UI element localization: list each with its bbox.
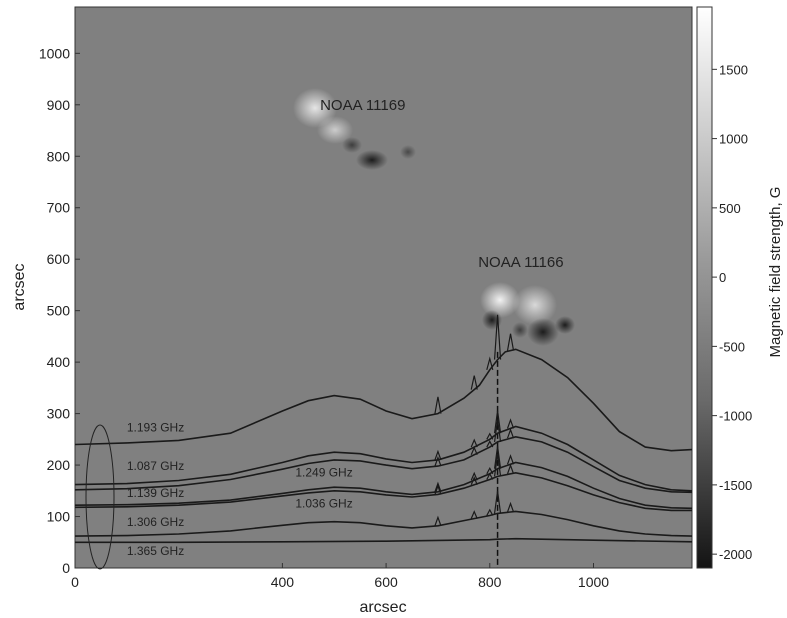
series-spike — [434, 449, 442, 461]
series-spike — [506, 463, 515, 475]
series-spike — [470, 438, 478, 448]
series-spike — [470, 471, 478, 481]
series-spike — [470, 476, 478, 485]
series-spike — [506, 501, 515, 513]
colorbar-tick-label: 1500 — [719, 62, 748, 77]
series-label: 1.306 GHz — [127, 515, 184, 529]
colorbar-label: Magnetic field strength, G — [767, 187, 784, 358]
series-spike — [506, 333, 515, 351]
series-label: 1.087 GHz — [127, 459, 184, 473]
series-spike — [493, 419, 502, 442]
series-label: 1.036 GHz — [295, 496, 352, 510]
series-spike — [434, 484, 442, 495]
y-tick-label: 100 — [47, 509, 71, 525]
series-line — [74, 471, 692, 512]
region-annotation: NOAA 11166 — [478, 254, 563, 271]
series-spike — [486, 472, 494, 480]
series-line — [75, 537, 693, 544]
series-spike — [493, 446, 502, 469]
colorbar — [696, 6, 713, 569]
x-tick-label: 600 — [374, 574, 398, 590]
x-tick-label: 1000 — [578, 574, 609, 590]
y-tick-label: 700 — [47, 200, 71, 216]
y-tick-label: 200 — [47, 457, 71, 473]
series-spike — [486, 440, 494, 448]
colorbar-ticks: 1500 1000 500 0 -500 -1000 -1500 -2000 — [712, 62, 752, 562]
series-spike — [506, 454, 515, 465]
series-line — [74, 425, 693, 492]
series-spike — [434, 481, 442, 493]
x-axis-label: arcsec — [359, 599, 406, 616]
y-tick-label: 1000 — [39, 45, 70, 61]
x-tick-label: 400 — [271, 574, 295, 590]
series-label: 1.249 GHz — [295, 465, 352, 479]
axes: 0 400 600 800 1000 0 100 200 300 400 500 600 700 800 9… — [39, 45, 609, 590]
y-tick-label: 0 — [62, 560, 70, 576]
series-spike — [493, 490, 502, 514]
colorbar-tick-label: -1000 — [719, 409, 752, 424]
colorbar-tick-label: 0 — [719, 270, 726, 285]
series-line — [74, 435, 693, 494]
series-spike — [493, 410, 502, 434]
plot-area — [75, 7, 692, 568]
y-tick-label: 300 — [47, 406, 71, 422]
series-spike — [493, 314, 502, 360]
series-label: 1.365 GHz — [127, 544, 184, 558]
series-spike — [486, 356, 494, 371]
series-spike — [470, 446, 478, 456]
series-spike — [470, 375, 478, 390]
frequency-curves — [74, 314, 693, 568]
series-line — [74, 510, 693, 537]
x-tick-label: 800 — [478, 574, 502, 590]
plot-frame — [74, 6, 693, 569]
series-spike — [434, 396, 442, 414]
y-tick-label: 600 — [47, 251, 71, 267]
y-tick-label: 900 — [47, 97, 71, 113]
colorbar-tick-label: -2000 — [719, 547, 752, 562]
region-annotation: NOAA 11169 — [320, 97, 405, 114]
series-spike — [493, 453, 502, 477]
curve-group-ellipse — [85, 424, 115, 570]
series-spike — [434, 515, 442, 526]
series-spike — [506, 418, 515, 429]
series-line — [74, 461, 693, 510]
series-spike — [486, 508, 494, 516]
colorbar-tick-label: 500 — [719, 201, 741, 216]
curve-labels: 1.193 GHz 1.087 GHz 1.139 GHz 1.249 GHz 1.03… — [127, 97, 564, 558]
colorbar-tick-label: 1000 — [719, 132, 748, 147]
series-spike — [434, 455, 442, 467]
series-spike — [486, 466, 494, 475]
series-label: 1.193 GHz — [127, 421, 184, 435]
series-line — [74, 348, 693, 452]
y-axis-label: arcsec — [11, 263, 28, 310]
series-spike — [506, 428, 515, 439]
y-tick-label: 500 — [47, 303, 71, 319]
series-spike — [470, 510, 478, 519]
y-tick-label: 800 — [47, 148, 71, 164]
y-tick-label: 400 — [47, 354, 71, 370]
series-label: 1.139 GHz — [127, 486, 184, 500]
colorbar-tick-label: -1500 — [719, 478, 752, 493]
series-spike — [486, 432, 494, 440]
colorbar-tick-label: -500 — [719, 339, 745, 354]
x-tick-label: 0 — [71, 574, 79, 590]
